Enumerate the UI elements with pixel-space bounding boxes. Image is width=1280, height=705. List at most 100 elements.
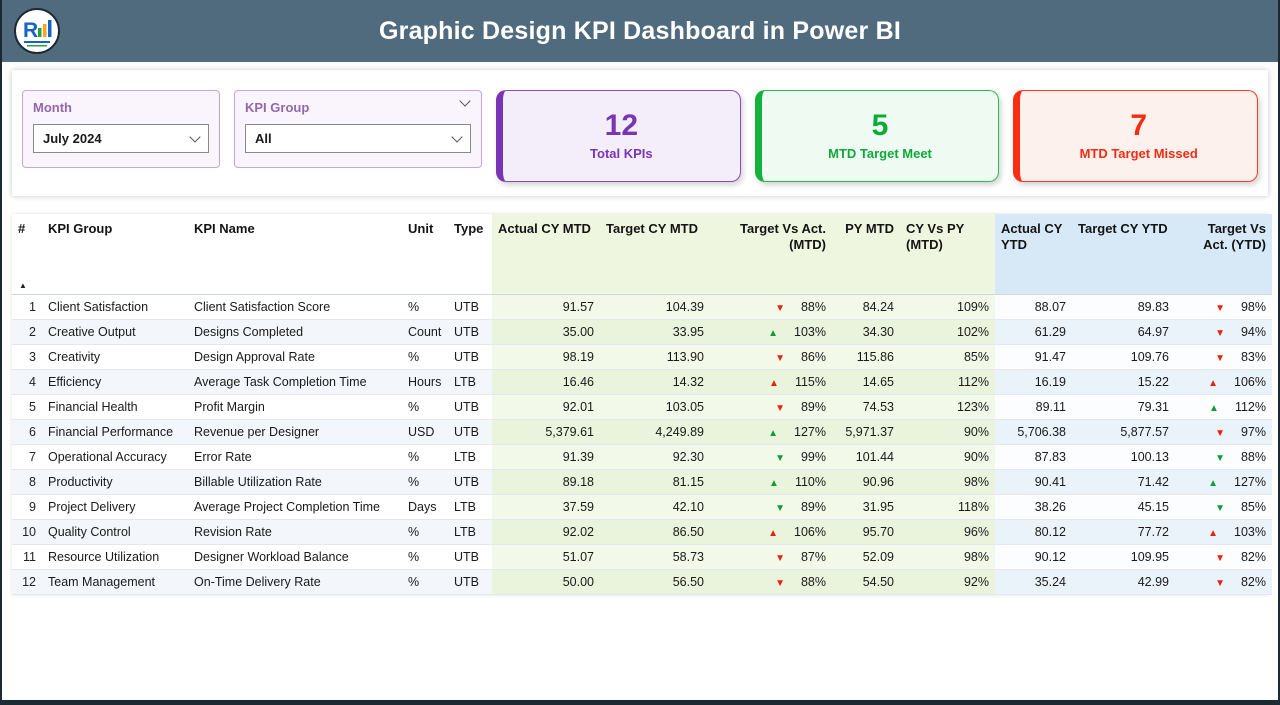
target-cy-mtd-cell: 92.30 xyxy=(600,444,710,470)
actual-cy-ytd-cell: 38.26 xyxy=(995,494,1072,520)
kpi-name-cell: Average Project Completion Time xyxy=(188,494,402,520)
down-arrow-icon: ▼ xyxy=(775,452,785,464)
table-row[interactable]: 10 Quality Control Revision Rate% LTB 92.02 8… xyxy=(12,519,1272,545)
table-row[interactable]: 8 Productivity Billable Utilization Rate% U… xyxy=(12,469,1272,495)
table-row[interactable]: 6 Financial Performance Revenue per Design… xyxy=(12,419,1272,445)
row-number: 8 xyxy=(12,469,42,495)
target-cy-ytd-cell: 71.42 xyxy=(1072,469,1175,495)
kpi-group-dropdown-value: All xyxy=(255,131,272,146)
target-vs-actual-mtd-cell: ▼ 89% xyxy=(710,394,832,420)
col-header-kpi-group[interactable]: KPI Group xyxy=(42,214,188,295)
col-header-unit[interactable]: Unit xyxy=(402,214,448,295)
kpi-table: # ▲ KPI Group KPI Name Unit Type Actual C… xyxy=(12,214,1272,595)
chevron-down-icon xyxy=(451,130,463,143)
down-arrow-icon: ▼ xyxy=(1215,352,1225,364)
actual-cy-mtd-cell: 89.18 xyxy=(492,469,600,495)
type-cell: UTB xyxy=(448,344,492,370)
table-row[interactable]: 7 Operational Accuracy Error Rate% LTB 91.39… xyxy=(12,444,1272,470)
unit-cell: % xyxy=(402,394,448,420)
percent-value: 83% xyxy=(1240,349,1266,364)
percent-value: 115% xyxy=(794,374,826,389)
percent-value: 103% xyxy=(794,324,826,339)
col-header-py-mtd[interactable]: PY MTD xyxy=(832,214,900,295)
kpi-group-cell: Project Delivery xyxy=(42,494,188,520)
actual-cy-mtd-cell: 51.07 xyxy=(492,544,600,570)
down-arrow-icon: ▼ xyxy=(1215,327,1225,339)
svg-text:R: R xyxy=(23,19,38,42)
down-arrow-icon: ▼ xyxy=(1215,452,1225,464)
target-cy-ytd-cell: 64.97 xyxy=(1072,319,1175,345)
table-row[interactable]: 9 Project Delivery Average Project Complet… xyxy=(12,494,1272,520)
type-cell: UTB xyxy=(448,319,492,345)
table-row[interactable]: 5 Financial Health Profit Margin% UTB 92.01 1… xyxy=(12,394,1272,420)
table-row[interactable]: 4 Efficiency Average Task Completion Time H… xyxy=(12,369,1272,395)
target-vs-actual-ytd-cell: ▼ 82% xyxy=(1175,569,1272,595)
cy-vs-py-mtd-cell: 109% xyxy=(900,294,995,320)
col-header-kpi-name[interactable]: KPI Name xyxy=(188,214,402,295)
col-header-target-vs-act-ytd[interactable]: Target Vs Act. (YTD) xyxy=(1175,214,1272,295)
kpi-group-cell: Creative Output xyxy=(42,319,188,345)
total-kpis-value: 12 xyxy=(604,109,639,142)
col-header-target-vs-act-mtd[interactable]: Target Vs Act. (MTD) xyxy=(710,214,832,295)
page-title: Graphic Design KPI Dashboard in Power BI xyxy=(379,16,901,45)
up-arrow-icon: ▲ xyxy=(768,327,779,339)
target-cy-mtd-cell: 58.73 xyxy=(600,544,710,570)
table-row[interactable]: 2 Creative Output Designs Completed Count UT… xyxy=(12,319,1272,345)
target-cy-ytd-cell: 100.13 xyxy=(1072,444,1175,470)
percent-value: 87% xyxy=(800,549,826,564)
percent-value: 88% xyxy=(800,299,826,314)
table-row[interactable]: 3 Creativity Design Approval Rate% UTB 98.19… xyxy=(12,344,1272,370)
up-arrow-icon: ▲ xyxy=(1209,402,1219,414)
kpi-group-cell: Team Management xyxy=(42,569,188,595)
actual-cy-ytd-cell: 89.11 xyxy=(995,394,1072,420)
table-row[interactable]: 11 Resource Utilization Designer Workload … xyxy=(12,544,1272,570)
up-arrow-icon: ▲ xyxy=(1208,377,1219,389)
kpi-group-cell: Resource Utilization xyxy=(42,544,188,570)
actual-cy-ytd-cell: 87.83 xyxy=(995,444,1072,470)
down-arrow-icon: ▼ xyxy=(1215,502,1225,514)
actual-cy-mtd-cell: 92.02 xyxy=(492,519,600,545)
actual-cy-mtd-cell: 50.00 xyxy=(492,569,600,595)
filter-kpi-panel: Month July 2024 KPI Group All 12 Total K… xyxy=(12,70,1268,196)
unit-cell: % xyxy=(402,294,448,320)
cy-vs-py-mtd-cell: 90% xyxy=(900,444,995,470)
type-cell: UTB xyxy=(448,544,492,570)
table-header-row: # ▲ KPI Group KPI Name Unit Type Actual C… xyxy=(12,214,1272,295)
kpi-name-cell: Average Task Completion Time xyxy=(188,369,402,395)
col-header-actual-cy-mtd[interactable]: Actual CY MTD xyxy=(492,214,600,295)
actual-cy-mtd-cell: 92.01 xyxy=(492,394,600,420)
target-cy-mtd-cell: 103.05 xyxy=(600,394,710,420)
table-row[interactable]: 1 Client Satisfaction Client Satisfaction … xyxy=(12,294,1272,320)
target-cy-ytd-cell: 79.31 xyxy=(1072,394,1175,420)
kpi-group-dropdown[interactable]: All xyxy=(245,124,471,153)
month-dropdown[interactable]: July 2024 xyxy=(33,124,209,153)
col-header-type[interactable]: Type xyxy=(448,214,492,295)
kpi-name-cell: Designer Workload Balance xyxy=(188,544,402,570)
kpi-name-cell: Billable Utilization Rate xyxy=(188,469,402,495)
mtd-target-missed-value: 7 xyxy=(1130,109,1148,142)
col-header-target-cy-mtd[interactable]: Target CY MTD xyxy=(600,214,710,295)
col-header-cy-vs-py-mtd[interactable]: CY Vs PY (MTD) xyxy=(900,214,995,295)
target-vs-actual-mtd-cell: ▲ 110% xyxy=(710,469,832,495)
percent-value: 98% xyxy=(1240,299,1266,314)
table-row[interactable]: 12 Team Management On-Time Delivery Rate% U… xyxy=(12,569,1272,595)
actual-cy-mtd-cell: 37.59 xyxy=(492,494,600,520)
unit-cell: Days xyxy=(402,494,448,520)
kpi-group-cell: Financial Health xyxy=(42,394,188,420)
percent-value: 127% xyxy=(794,424,826,439)
percent-value: 89% xyxy=(800,399,826,414)
col-header-number[interactable]: # ▲ xyxy=(12,214,42,295)
target-vs-actual-ytd-cell: ▼ 97% xyxy=(1175,419,1272,445)
actual-cy-ytd-cell: 61.29 xyxy=(995,319,1072,345)
target-vs-actual-ytd-cell: ▼ 85% xyxy=(1175,494,1272,520)
kpi-name-cell: Revision Rate xyxy=(188,519,402,545)
type-cell: UTB xyxy=(448,394,492,420)
col-header-target-cy-ytd[interactable]: Target CY YTD xyxy=(1072,214,1175,295)
target-cy-ytd-cell: 77.72 xyxy=(1072,519,1175,545)
col-header-actual-cy-ytd[interactable]: Actual CY YTD xyxy=(995,214,1072,295)
unit-cell: % xyxy=(402,519,448,545)
type-cell: UTB xyxy=(448,569,492,595)
kpi-group-cell: Efficiency xyxy=(42,369,188,395)
target-cy-ytd-cell: 89.83 xyxy=(1072,294,1175,320)
cy-vs-py-mtd-cell: 118% xyxy=(900,494,995,520)
